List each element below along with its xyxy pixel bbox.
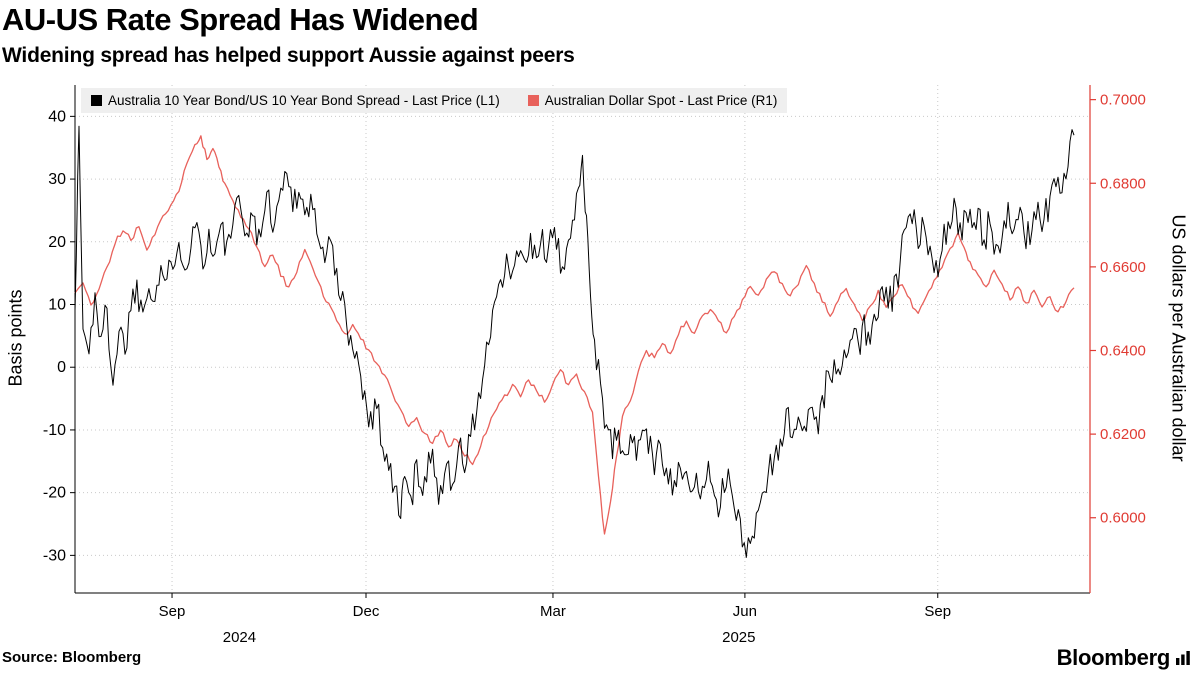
svg-text:-20: -20 xyxy=(43,485,66,502)
series-spread xyxy=(74,125,1075,558)
svg-text:Sep: Sep xyxy=(924,603,951,620)
legend-item-aud-spot[interactable]: Australian Dollar Spot - Last Price (R1) xyxy=(527,93,778,108)
svg-text:0.6200: 0.6200 xyxy=(1100,426,1146,443)
svg-text:30: 30 xyxy=(48,171,66,188)
bloomberg-terminal-icon xyxy=(1176,651,1190,665)
svg-text:2025: 2025 xyxy=(722,629,755,646)
svg-text:Mar: Mar xyxy=(540,603,566,620)
spread-series-swatch xyxy=(91,95,102,106)
svg-text:0.7000: 0.7000 xyxy=(1100,92,1146,109)
legend-item-spread[interactable]: Australia 10 Year Bond/US 10 Year Bond S… xyxy=(91,93,500,108)
chart-legend: Australia 10 Year Bond/US 10 Year Bond S… xyxy=(81,88,788,113)
svg-text:Sep: Sep xyxy=(159,603,186,620)
page-subtitle: Widening spread has helped support Aussi… xyxy=(2,44,575,67)
svg-text:-30: -30 xyxy=(43,547,66,564)
svg-text:Dec: Dec xyxy=(353,603,380,620)
left-axis-title: Basis points xyxy=(5,289,26,387)
svg-text:10: 10 xyxy=(48,297,66,314)
svg-text:Jun: Jun xyxy=(733,603,757,620)
svg-text:40: 40 xyxy=(48,108,66,125)
bloomberg-wordmark: Bloomberg xyxy=(1056,645,1171,670)
left-axis: 40 30 20 10 0 -10 -20 -30 xyxy=(43,85,76,593)
svg-text:2024: 2024 xyxy=(223,629,256,646)
svg-text:0.6600: 0.6600 xyxy=(1100,259,1146,276)
x-axis: Sep Dec Mar Jun Sep 2024 2025 xyxy=(75,592,1090,646)
svg-text:0.6000: 0.6000 xyxy=(1100,510,1146,527)
page-title: AU-US Rate Spread Has Widened xyxy=(2,2,479,37)
svg-text:20: 20 xyxy=(48,234,66,251)
svg-text:-10: -10 xyxy=(43,422,66,439)
svg-text:0.6800: 0.6800 xyxy=(1100,175,1146,192)
bloomberg-logo: Bloomberg xyxy=(1057,645,1190,671)
right-axis: 0.7000 0.6800 0.6600 0.6400 0.6200 0.6000 xyxy=(1089,85,1146,593)
aud-spot-series-swatch xyxy=(527,95,539,106)
gridlines xyxy=(75,85,1090,593)
source-credit: Source: Bloomberg xyxy=(2,649,142,666)
legend-item-aud-spot-label: Australian Dollar Spot - Last Price (R1) xyxy=(544,93,778,108)
legend-item-spread-label: Australia 10 Year Bond/US 10 Year Bond S… xyxy=(108,93,500,108)
right-axis-title: US dollars per Australian dollar xyxy=(1168,214,1189,462)
svg-text:0: 0 xyxy=(57,359,66,376)
svg-text:0.6400: 0.6400 xyxy=(1100,342,1146,359)
series-aud-spot xyxy=(74,135,1075,535)
